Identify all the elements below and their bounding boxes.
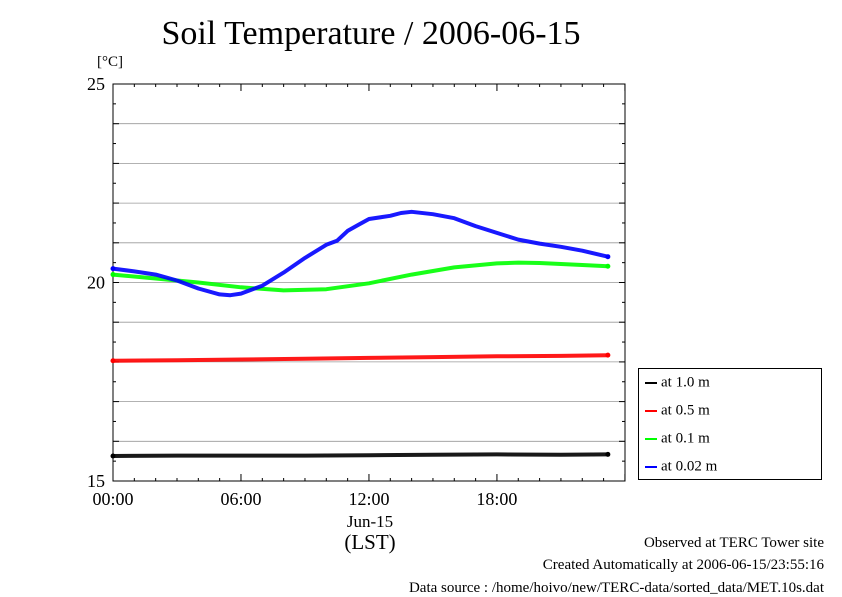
series-line-0 xyxy=(111,452,610,458)
series-point-2 xyxy=(605,263,611,269)
x-axis-label: (LST) xyxy=(344,530,396,554)
series-point-1 xyxy=(605,352,611,358)
x-tick-label: 06:00 xyxy=(220,489,261,509)
legend-item-01m: at 0.1 m xyxy=(645,427,710,449)
series-point-0 xyxy=(605,451,611,457)
legend-label-1m: at 1.0 m xyxy=(661,374,710,391)
series-line-3 xyxy=(111,209,610,298)
legend-item-1m: at 1.0 m xyxy=(645,371,710,393)
legend-swatch-1m xyxy=(645,381,657,384)
footer-created: Created Automatically at 2006-06-15/23:5… xyxy=(542,557,824,573)
series-point-1 xyxy=(110,358,116,364)
legend-swatch-05m xyxy=(645,409,657,412)
y-tick-label: 25 xyxy=(87,74,105,94)
legend-swatch-002m xyxy=(645,465,657,468)
legend-item-002m: at 0.02 m xyxy=(645,455,717,477)
x-tick-label: 18:00 xyxy=(476,489,517,509)
series-point-0 xyxy=(110,453,116,459)
series-point-2 xyxy=(110,272,116,278)
series-line-2 xyxy=(111,260,610,293)
legend-label-002m: at 0.02 m xyxy=(661,458,718,475)
x-date-label: Jun-15 xyxy=(346,512,394,531)
legend: at 1.0 m at 0.5 m at 0.1 m at 0.02 m xyxy=(638,368,822,480)
series-point-3 xyxy=(605,254,611,260)
chart-title: Soil Temperature / 2006-06-15 xyxy=(161,15,581,52)
legend-item-05m: at 0.5 m xyxy=(645,399,710,421)
y-tick-label: 20 xyxy=(87,273,105,293)
y-tick-label: 15 xyxy=(87,471,105,491)
series-line-1 xyxy=(111,353,610,363)
legend-swatch-01m xyxy=(645,437,657,440)
x-tick-label: 00:00 xyxy=(92,489,133,509)
footer-source: Data source : /home/hoivo/new/TERC-data/… xyxy=(408,580,824,596)
legend-label-05m: at 0.5 m xyxy=(661,402,710,419)
y-axis-unit-label: [°C] xyxy=(97,54,123,70)
footer-observed: Observed at TERC Tower site xyxy=(643,535,824,551)
x-tick-label: 12:00 xyxy=(348,489,389,509)
legend-label-01m: at 0.1 m xyxy=(661,430,710,447)
series-point-3 xyxy=(110,266,116,272)
